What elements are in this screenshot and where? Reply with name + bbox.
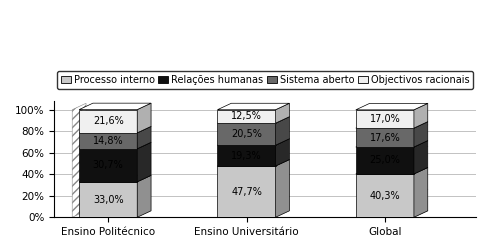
Polygon shape (276, 160, 289, 217)
Polygon shape (79, 182, 137, 217)
Polygon shape (356, 174, 414, 217)
Polygon shape (79, 133, 137, 149)
Text: 47,7%: 47,7% (231, 187, 262, 197)
Polygon shape (217, 117, 289, 123)
Text: 20,5%: 20,5% (231, 129, 262, 139)
Polygon shape (276, 117, 289, 145)
Polygon shape (414, 168, 428, 217)
Polygon shape (217, 166, 276, 217)
Text: 14,8%: 14,8% (93, 136, 123, 146)
Legend: Processo interno, Relações humanas, Sistema aberto, Objectivos racionais: Processo interno, Relações humanas, Sist… (57, 71, 473, 89)
Text: 33,0%: 33,0% (93, 195, 123, 205)
Polygon shape (217, 139, 289, 145)
Polygon shape (414, 122, 428, 147)
Text: 30,7%: 30,7% (93, 160, 123, 170)
Polygon shape (79, 142, 151, 149)
Polygon shape (137, 127, 151, 149)
Polygon shape (276, 139, 289, 166)
Polygon shape (137, 175, 151, 217)
Polygon shape (79, 103, 151, 110)
Polygon shape (356, 147, 414, 174)
Polygon shape (79, 110, 137, 133)
Polygon shape (217, 110, 276, 123)
Polygon shape (217, 123, 276, 145)
Polygon shape (356, 110, 414, 128)
Text: 25,0%: 25,0% (369, 155, 400, 166)
Polygon shape (356, 122, 428, 128)
Polygon shape (79, 127, 151, 133)
Polygon shape (79, 149, 137, 182)
Polygon shape (137, 103, 151, 133)
Text: 21,6%: 21,6% (93, 116, 123, 126)
Polygon shape (217, 160, 289, 166)
Polygon shape (79, 175, 151, 182)
Polygon shape (217, 103, 289, 110)
Polygon shape (414, 141, 428, 174)
Text: 17,6%: 17,6% (369, 133, 400, 143)
Polygon shape (356, 103, 428, 110)
Text: 12,5%: 12,5% (231, 111, 262, 121)
Polygon shape (137, 142, 151, 182)
Polygon shape (356, 128, 414, 147)
Polygon shape (217, 145, 276, 166)
Polygon shape (356, 168, 428, 174)
Polygon shape (72, 103, 86, 217)
Text: 17,0%: 17,0% (369, 114, 400, 124)
Text: 19,3%: 19,3% (231, 151, 262, 161)
Polygon shape (276, 103, 289, 123)
Polygon shape (414, 103, 428, 128)
Text: 40,3%: 40,3% (369, 191, 400, 201)
Polygon shape (356, 141, 428, 147)
